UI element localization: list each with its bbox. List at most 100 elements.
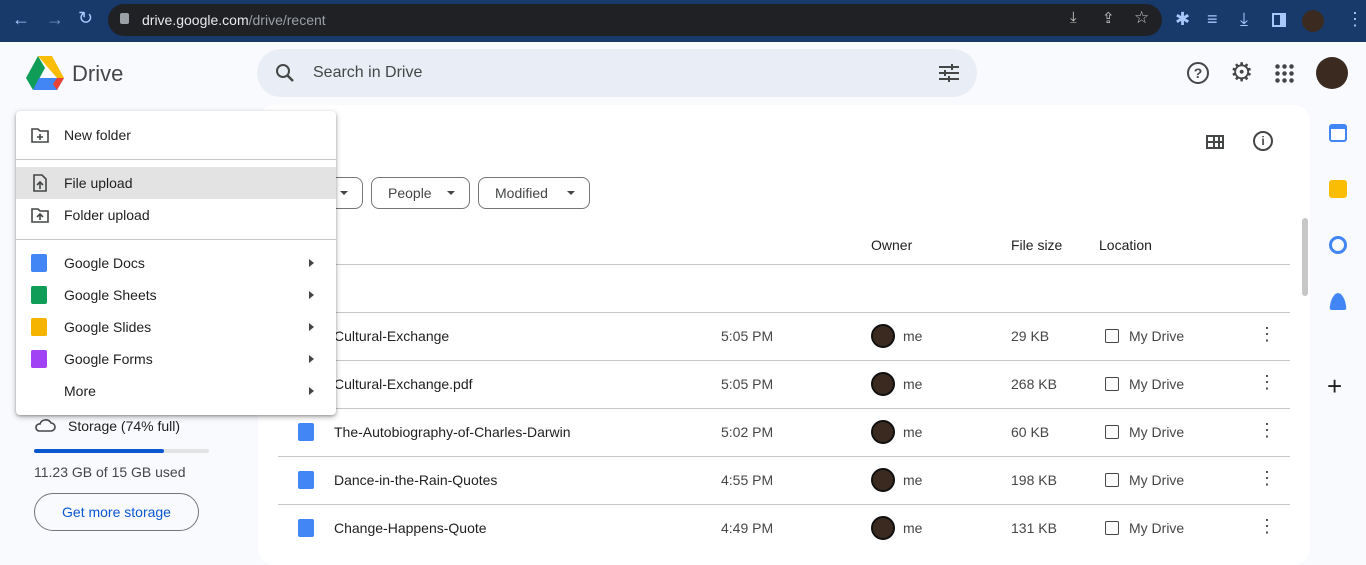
filter-options-icon[interactable] [939, 64, 959, 82]
menu-label: New folder [64, 127, 131, 143]
folder-upload-icon [31, 208, 49, 223]
owner: me [903, 376, 923, 392]
menu-google-forms[interactable]: Google Forms [16, 343, 336, 375]
storage-bar [34, 449, 209, 453]
media-icon[interactable]: ≡ [1207, 9, 1218, 29]
share-icon[interactable]: ⇪ [1102, 10, 1115, 27]
calendar-icon[interactable] [1329, 124, 1347, 142]
menu-google-sheets[interactable]: Google Sheets [16, 279, 336, 311]
submenu-arrow-icon [309, 259, 318, 267]
side-panel-icon[interactable] [1272, 13, 1286, 27]
file-name[interactable]: Cultural-Exchange [334, 328, 450, 344]
location[interactable]: My Drive [1129, 424, 1185, 440]
more-actions-icon[interactable]: ⋮ [1258, 468, 1276, 488]
menu-label: More [64, 383, 96, 399]
divider [16, 239, 336, 240]
app-header: Drive Search in Drive ? ⚙ [0, 42, 1366, 105]
owner: me [903, 520, 923, 536]
file-size: 268 KB [1011, 376, 1057, 392]
row-divider [278, 360, 1290, 361]
table-row[interactable]: Cultural-Exchange 5:05 PM me 29 KB My Dr… [278, 312, 1290, 360]
row-divider [278, 504, 1290, 505]
row-divider [278, 408, 1290, 409]
menu-google-docs[interactable]: Google Docs [16, 247, 336, 279]
modified-time: 5:05 PM [721, 328, 774, 344]
account-avatar[interactable] [1316, 57, 1348, 89]
submenu-arrow-icon [309, 387, 318, 395]
modified-time: 5:02 PM [721, 424, 774, 440]
storage-label: Storage (74% full) [68, 418, 181, 434]
url-host: drive.google.com [142, 12, 249, 28]
tasks-icon[interactable] [1329, 236, 1347, 254]
file-name[interactable]: Change-Happens-Quote [334, 520, 487, 536]
location[interactable]: My Drive [1129, 328, 1185, 344]
menu-label: Folder upload [64, 207, 150, 223]
location[interactable]: My Drive [1129, 376, 1185, 392]
more-actions-icon[interactable]: ⋮ [1258, 324, 1276, 344]
grid-view-icon[interactable] [1206, 135, 1224, 149]
submenu-arrow-icon [309, 355, 318, 363]
table-row[interactable]: The-Autobiography-of-Charles-Darwin 5:02… [278, 408, 1290, 456]
location[interactable]: My Drive [1129, 472, 1185, 488]
column-file-size[interactable]: File size [1011, 237, 1063, 253]
menu-google-slides[interactable]: Google Slides [16, 311, 336, 343]
search-icon [276, 64, 294, 82]
menu-more[interactable]: More [16, 375, 336, 407]
column-location[interactable]: Location [1099, 237, 1152, 253]
keep-icon[interactable] [1329, 180, 1347, 198]
modified-time: 4:55 PM [721, 472, 774, 488]
file-size: 60 KB [1011, 424, 1050, 440]
search-placeholder: Search in Drive [313, 64, 423, 81]
contacts-icon[interactable] [1329, 292, 1347, 310]
menu-file-upload[interactable]: File upload [16, 167, 336, 199]
filter-people[interactable]: People [371, 177, 470, 209]
doc-icon [298, 471, 314, 489]
menu-new-folder[interactable]: New folder [16, 119, 336, 151]
row-divider [278, 456, 1290, 457]
url-path: /drive/recent [248, 12, 326, 28]
add-addon-icon[interactable]: + [1327, 371, 1343, 401]
owner-avatar [871, 372, 895, 396]
address-bar[interactable]: drive.google.com/drive/recent ⤓ ⇪ ☆ [108, 4, 1162, 36]
apps-icon[interactable] [1274, 63, 1294, 83]
modified-time: 4:49 PM [721, 520, 774, 536]
more-actions-icon[interactable]: ⋮ [1258, 372, 1276, 392]
extensions-icon[interactable]: ✱ [1175, 9, 1191, 29]
profile-avatar[interactable] [1302, 10, 1324, 32]
menu-icon[interactable]: ⋮ [1346, 9, 1364, 29]
more-actions-icon[interactable]: ⋮ [1258, 420, 1276, 440]
column-owner[interactable]: Owner [871, 237, 913, 253]
modified-time: 5:05 PM [721, 376, 774, 392]
file-name[interactable]: Dance-in-the-Rain-Quotes [334, 472, 498, 488]
forward-icon[interactable]: → [46, 9, 64, 29]
download-icon[interactable]: ⤓ [1240, 9, 1248, 29]
storage-used: 11.23 GB of 15 GB used [34, 464, 186, 480]
scrollbar[interactable] [1302, 218, 1308, 296]
menu-label: Google Docs [64, 255, 145, 271]
star-icon[interactable]: ☆ [1134, 8, 1150, 27]
owner-avatar [871, 468, 895, 492]
file-size: 29 KB [1011, 328, 1050, 344]
slides-icon [31, 318, 47, 336]
help-icon[interactable]: ? [1187, 62, 1209, 84]
more-actions-icon[interactable]: ⋮ [1258, 516, 1276, 536]
browser-toolbar: ← → ↻ drive.google.com/drive/recent ⤓ ⇪ … [0, 0, 1366, 42]
search-input[interactable]: Search in Drive [257, 49, 977, 97]
table-row[interactable]: Dance-in-the-Rain-Quotes 4:55 PM me 198 … [278, 456, 1290, 504]
install-icon[interactable]: ⤓ [1070, 9, 1077, 26]
back-icon[interactable]: ← [12, 9, 30, 29]
file-size: 198 KB [1011, 472, 1057, 488]
get-more-storage-button[interactable]: Get more storage [34, 493, 199, 531]
table-row[interactable]: Change-Happens-Quote 4:49 PM me 131 KB M… [278, 504, 1290, 552]
menu-folder-upload[interactable]: Folder upload [16, 199, 336, 231]
reload-icon[interactable]: ↻ [78, 8, 94, 28]
table-row[interactable]: Cultural-Exchange.pdf 5:05 PM me 268 KB … [278, 360, 1290, 408]
filter-modified[interactable]: Modified [478, 177, 590, 209]
info-icon[interactable]: i [1253, 131, 1273, 151]
settings-icon[interactable]: ⚙ [1230, 57, 1254, 87]
file-name[interactable]: Cultural-Exchange.pdf [334, 376, 473, 392]
drive-location-icon [1105, 473, 1119, 487]
location[interactable]: My Drive [1129, 520, 1185, 536]
file-name[interactable]: The-Autobiography-of-Charles-Darwin [334, 424, 571, 440]
drive-location-icon [1105, 425, 1119, 439]
